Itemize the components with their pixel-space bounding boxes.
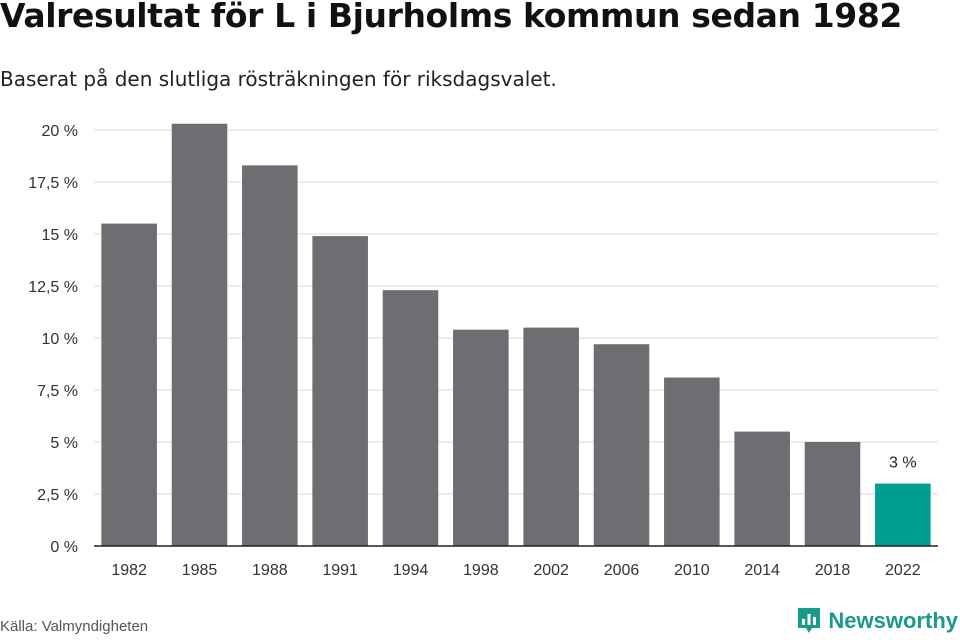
bar	[593, 344, 650, 546]
bar	[382, 290, 439, 546]
bar	[734, 431, 790, 546]
x-tick-label: 2002	[533, 562, 569, 579]
x-tick-label: 2018	[815, 562, 851, 579]
x-tick-label: 1985	[182, 562, 218, 579]
x-tick-label: 2022	[885, 562, 921, 579]
x-tick-label: 2014	[744, 562, 780, 579]
bar	[101, 223, 157, 546]
chart-subtitle: Baserat på den slutliga rösträkningen fö…	[0, 67, 557, 91]
y-tick-label: 17,5 %	[28, 175, 78, 192]
bar	[523, 327, 579, 546]
x-tick-label: 1988	[252, 562, 288, 579]
y-tick-label: 12,5 %	[28, 279, 78, 296]
x-tick-label: 1991	[322, 562, 358, 579]
brand-logo: Newsworthy	[796, 606, 958, 636]
bar	[242, 165, 298, 547]
chart-title: Valresultat för L i Bjurholms kommun sed…	[0, 0, 902, 35]
x-tick-label: 2010	[674, 562, 710, 579]
data-label: 3 %	[889, 455, 917, 472]
y-tick-label: 2,5 %	[37, 487, 78, 504]
y-tick-label: 7,5 %	[37, 383, 78, 400]
newsworthy-logo-icon	[798, 608, 821, 633]
x-tick-label: 1998	[463, 562, 499, 579]
bar	[875, 483, 931, 546]
y-tick-label: 10 %	[42, 331, 78, 348]
bar	[312, 236, 368, 546]
bar	[804, 442, 861, 546]
brand-name: Newsworthy	[828, 608, 958, 633]
source-note: Källa: Valmyndigheten	[0, 618, 149, 635]
bar	[453, 329, 509, 546]
y-tick-label: 5 %	[50, 435, 78, 452]
x-tick-label: 1994	[393, 562, 429, 579]
x-tick-label: 2006	[604, 562, 640, 579]
y-tick-label: 15 %	[42, 227, 78, 244]
bar	[664, 377, 720, 546]
bar	[171, 123, 228, 546]
y-tick-label: 0 %	[50, 539, 78, 556]
x-tick-label: 1982	[111, 562, 147, 579]
y-tick-label: 20 %	[42, 123, 78, 140]
bar-chart: 0 % 2,5 % 5 % 7,5 % 10 % 12,5 % 15 % 17,5 % 20 %…	[28, 123, 938, 579]
